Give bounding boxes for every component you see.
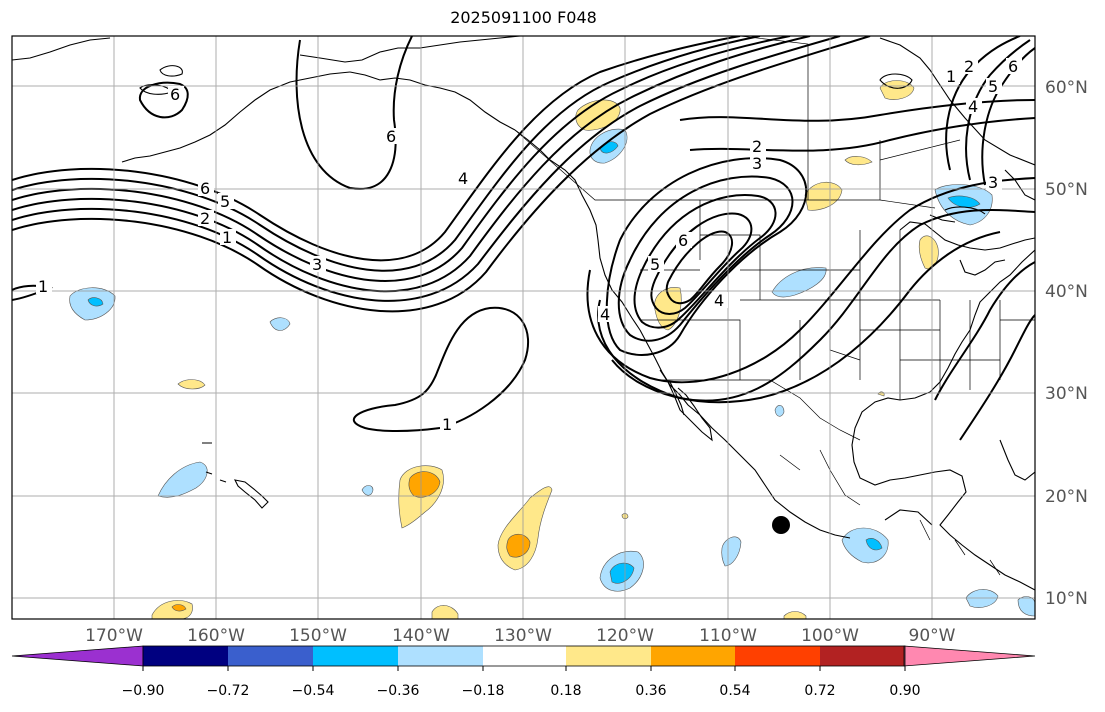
lon-label: 120°W: [596, 626, 654, 646]
map-frame: [11, 35, 1036, 620]
contour-label: 5: [220, 192, 230, 211]
colorbar-tick: 0.72: [804, 683, 836, 699]
lat-label: 60°N: [1045, 78, 1088, 98]
colorbar-frame: [142, 645, 906, 667]
station-marker: [772, 516, 790, 534]
lon-label: 170°W: [85, 626, 143, 646]
colorbar-segment: [820, 646, 905, 666]
contour-label: 6: [386, 127, 396, 146]
contour-label: 5: [988, 77, 998, 96]
lat-label: 40°N: [1045, 282, 1088, 302]
colorbar-tick: 0.36: [635, 683, 667, 699]
map-panel: 6 5 2 1 3 4 1 6 6 1 2 3 6 5 4 4 3 1 2 4 …: [11, 35, 1036, 620]
contour-labels: 6 5 2 1 3 4 1 6 6 1 2 3 6 5 4 4 3 1 2 4 …: [36, 57, 1022, 434]
contour-label: 1: [946, 67, 956, 86]
lon-label: 90°W: [908, 626, 956, 646]
colorbar-segment: [566, 646, 651, 666]
lat-label: 50°N: [1045, 180, 1088, 200]
contour-label: 1: [442, 415, 452, 434]
colorbar-segment: [11, 645, 144, 667]
colorbar-tick: 0.90: [889, 683, 921, 699]
map-title: 2025091100 F048: [450, 8, 597, 27]
negative-anomaly-shading: [69, 128, 1035, 617]
lat-label: 30°N: [1045, 384, 1088, 404]
positive-anomaly-shading: [151, 80, 939, 619]
colorbar-tick: −0.72: [206, 683, 250, 699]
contour-label: 6: [678, 231, 688, 250]
colorbar: [11, 645, 1036, 671]
lon-label: 100°W: [801, 626, 859, 646]
colorbar-segment: [651, 646, 735, 666]
lon-label: 160°W: [187, 626, 245, 646]
lon-label: 110°W: [699, 626, 757, 646]
colorbar-tick: −0.18: [461, 683, 505, 699]
colorbar-segment: [483, 646, 566, 666]
colorbar-segment: [398, 646, 483, 666]
contour-lines: [12, 36, 1035, 441]
contour-label: 2: [200, 209, 210, 228]
colorbar-tick: −0.36: [376, 683, 420, 699]
contour-label: 2: [752, 137, 762, 156]
colorbar-segment: [228, 646, 313, 666]
contour-label: 4: [600, 305, 610, 324]
contour-label: 6: [170, 85, 180, 104]
colorbar-segment: [903, 645, 1036, 667]
contour-label: 6: [1008, 57, 1018, 76]
lat-label: 20°N: [1045, 487, 1088, 507]
contour-label: 5: [650, 255, 660, 274]
colorbar-tick: −0.54: [291, 683, 335, 699]
contour-label: 6: [200, 179, 210, 198]
contour-label: 3: [312, 255, 322, 274]
contour-label: 1: [222, 228, 232, 247]
lon-label: 130°W: [494, 626, 552, 646]
contour-label: 4: [968, 97, 978, 116]
colorbar-tick: 0.54: [719, 683, 751, 699]
contour-label: 3: [752, 154, 762, 173]
colorbar-segment: [735, 646, 820, 666]
lon-label: 150°W: [289, 626, 347, 646]
colorbar-segment: [143, 646, 228, 666]
contour-label: 4: [458, 169, 468, 188]
contour-label: 3: [988, 173, 998, 192]
contour-label: 2: [964, 57, 974, 76]
colorbar-segment: [313, 646, 398, 666]
contour-label: 1: [38, 277, 48, 296]
colorbar-tick: −0.90: [121, 683, 165, 699]
lon-label: 140°W: [392, 626, 450, 646]
colorbar-tick: 0.18: [550, 683, 582, 699]
contour-label: 4: [714, 291, 724, 310]
lat-label: 10°N: [1045, 589, 1088, 609]
